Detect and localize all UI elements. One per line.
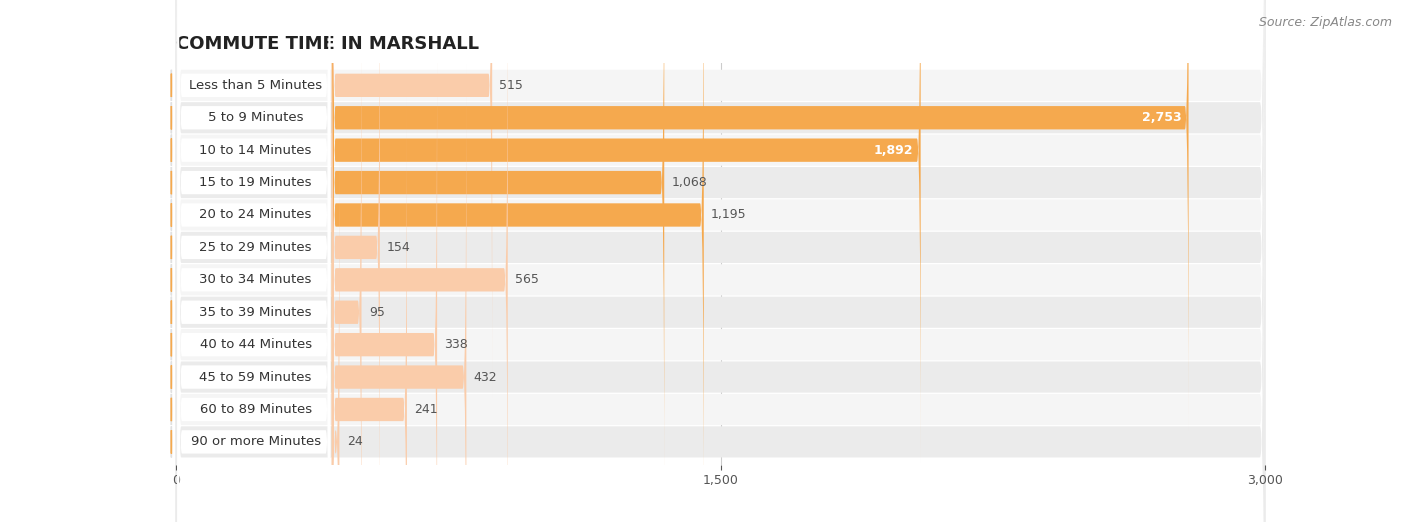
FancyBboxPatch shape <box>332 0 921 462</box>
FancyBboxPatch shape <box>332 0 361 522</box>
FancyBboxPatch shape <box>177 32 330 522</box>
FancyBboxPatch shape <box>177 65 330 522</box>
FancyBboxPatch shape <box>176 0 1265 522</box>
Text: 45 to 59 Minutes: 45 to 59 Minutes <box>200 371 312 384</box>
Text: 515: 515 <box>499 79 523 92</box>
Text: Less than 5 Minutes: Less than 5 Minutes <box>188 79 322 92</box>
FancyBboxPatch shape <box>332 0 1188 430</box>
FancyBboxPatch shape <box>177 0 330 522</box>
FancyBboxPatch shape <box>176 0 1265 522</box>
FancyBboxPatch shape <box>177 0 330 522</box>
Text: 15 to 19 Minutes: 15 to 19 Minutes <box>200 176 312 189</box>
FancyBboxPatch shape <box>176 0 1265 522</box>
Text: 60 to 89 Minutes: 60 to 89 Minutes <box>200 403 312 416</box>
Text: 1,892: 1,892 <box>875 144 914 157</box>
FancyBboxPatch shape <box>332 0 508 522</box>
FancyBboxPatch shape <box>332 0 704 522</box>
FancyBboxPatch shape <box>332 0 492 398</box>
Text: 24: 24 <box>347 435 363 448</box>
FancyBboxPatch shape <box>177 0 330 522</box>
FancyBboxPatch shape <box>176 0 1265 522</box>
Text: 1,195: 1,195 <box>711 208 747 221</box>
FancyBboxPatch shape <box>177 0 330 462</box>
Text: 154: 154 <box>387 241 411 254</box>
FancyBboxPatch shape <box>177 0 330 522</box>
Text: 40 to 44 Minutes: 40 to 44 Minutes <box>200 338 312 351</box>
Text: 338: 338 <box>444 338 468 351</box>
Text: 95: 95 <box>368 306 385 319</box>
FancyBboxPatch shape <box>177 0 330 522</box>
FancyBboxPatch shape <box>176 0 1265 522</box>
Text: 10 to 14 Minutes: 10 to 14 Minutes <box>200 144 312 157</box>
Text: 1,068: 1,068 <box>672 176 707 189</box>
Text: 2,753: 2,753 <box>1142 111 1181 124</box>
FancyBboxPatch shape <box>177 0 330 522</box>
FancyBboxPatch shape <box>176 0 1265 522</box>
Text: 90 or more Minutes: 90 or more Minutes <box>191 435 321 448</box>
FancyBboxPatch shape <box>176 0 1265 522</box>
FancyBboxPatch shape <box>176 0 1265 522</box>
Text: 35 to 39 Minutes: 35 to 39 Minutes <box>200 306 312 319</box>
FancyBboxPatch shape <box>176 0 1265 522</box>
FancyBboxPatch shape <box>177 0 330 495</box>
Text: 20 to 24 Minutes: 20 to 24 Minutes <box>200 208 312 221</box>
Text: 241: 241 <box>415 403 437 416</box>
FancyBboxPatch shape <box>177 0 330 522</box>
FancyBboxPatch shape <box>332 0 664 495</box>
FancyBboxPatch shape <box>332 65 467 522</box>
Text: 565: 565 <box>515 274 538 287</box>
FancyBboxPatch shape <box>332 97 406 522</box>
Text: 5 to 9 Minutes: 5 to 9 Minutes <box>208 111 304 124</box>
FancyBboxPatch shape <box>176 0 1265 522</box>
FancyBboxPatch shape <box>332 32 437 522</box>
Text: 432: 432 <box>474 371 498 384</box>
Text: COMMUTE TIME IN MARSHALL: COMMUTE TIME IN MARSHALL <box>176 35 479 53</box>
FancyBboxPatch shape <box>177 0 330 522</box>
FancyBboxPatch shape <box>332 129 339 522</box>
Text: 25 to 29 Minutes: 25 to 29 Minutes <box>200 241 312 254</box>
FancyBboxPatch shape <box>176 0 1265 522</box>
FancyBboxPatch shape <box>176 0 1265 522</box>
Text: 30 to 34 Minutes: 30 to 34 Minutes <box>200 274 312 287</box>
FancyBboxPatch shape <box>332 0 380 522</box>
Text: Source: ZipAtlas.com: Source: ZipAtlas.com <box>1258 16 1392 29</box>
